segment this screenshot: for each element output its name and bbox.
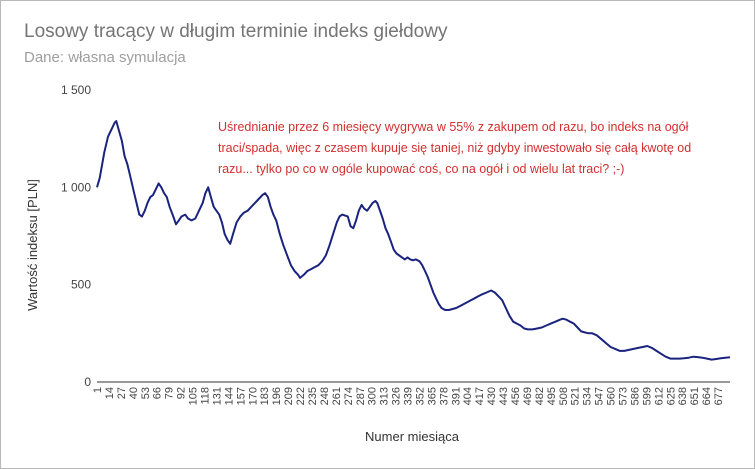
x-tick-label: 547 — [594, 387, 606, 405]
annotation-line: razu... tylko po co w ogóle kupować coś,… — [218, 162, 624, 176]
chart-subtitle: Dane: własna symulacja — [24, 49, 186, 66]
annotation-line: traci/spada, więc z czasem kupuje się ta… — [218, 141, 691, 155]
y-axis-title: Wartość indeksu [PLN] — [25, 179, 40, 311]
x-tick-label: 378 — [438, 387, 450, 405]
y-axis-ticks: 0 500 1 000 1 500 — [61, 83, 91, 389]
y-tick-label: 1 500 — [61, 83, 91, 97]
x-tick-label: 534 — [582, 387, 594, 405]
series-line — [96, 120, 731, 361]
x-tick-label: 573 — [618, 387, 630, 405]
x-tick-label: 495 — [546, 387, 558, 405]
x-tick-label: 560 — [606, 387, 618, 405]
y-tick-label: 0 — [84, 375, 91, 389]
x-tick-label: 27 — [116, 387, 128, 399]
x-tick-label: 417 — [474, 387, 486, 405]
x-tick-label: 196 — [271, 387, 283, 405]
x-tick-label: 456 — [510, 387, 522, 405]
annotation-line: Uśrednianie przez 6 miesięcy wygrywa w 5… — [218, 120, 689, 134]
x-tick-label: 638 — [677, 387, 689, 405]
x-tick-label: 300 — [367, 387, 379, 405]
x-tick-label: 352 — [414, 387, 426, 405]
x-tick-label: 170 — [247, 387, 259, 405]
x-tick-label: 612 — [653, 387, 665, 405]
x-tick-label: 40 — [128, 387, 140, 399]
x-tick-label: 391 — [450, 387, 462, 405]
x-tick-label: 482 — [534, 387, 546, 405]
x-tick-label: 183 — [259, 387, 271, 405]
x-tick-label: 326 — [391, 387, 403, 405]
x-tick-label: 365 — [426, 387, 438, 405]
x-tick-label: 118 — [199, 387, 211, 405]
x-tick-label: 235 — [307, 387, 319, 405]
x-tick-label: 599 — [641, 387, 653, 405]
x-tick-label: 144 — [223, 387, 235, 405]
x-tick-label: 469 — [522, 387, 534, 405]
x-tick-label: 222 — [295, 387, 307, 405]
x-tick-label: 274 — [343, 387, 355, 405]
x-tick-label: 261 — [331, 387, 343, 405]
x-axis-title: Numer miesiąca — [365, 429, 460, 444]
x-tick-label: 651 — [689, 387, 701, 405]
x-tick-label: 287 — [355, 387, 367, 405]
y-tick-label: 500 — [71, 278, 91, 292]
x-axis-ticks: 1 14 27 40 53 66 79 92 105 118 131 144 157 170 183 196 2… — [92, 387, 725, 405]
x-tick-label: 430 — [486, 387, 498, 405]
x-tick-label: 313 — [379, 387, 391, 405]
annotation-text: Uśrednianie przez 6 miesięcy wygrywa w 5… — [218, 120, 691, 176]
y-tick-label: 1 000 — [61, 180, 91, 194]
x-tick-label: 508 — [558, 387, 570, 405]
chart-title: Losowy tracący w długim terminie indeks … — [24, 21, 448, 42]
x-tick-label: 105 — [188, 387, 200, 405]
x-tick-label: 14 — [104, 387, 116, 399]
x-tick-label: 677 — [713, 387, 725, 405]
x-tick-label: 248 — [319, 387, 331, 405]
x-tick-label: 209 — [283, 387, 295, 405]
x-tick-label: 1 — [92, 387, 104, 393]
x-tick-label: 586 — [629, 387, 641, 405]
x-tick-label: 79 — [164, 387, 176, 399]
x-tick-label: 92 — [176, 387, 188, 399]
x-tick-label: 339 — [403, 387, 415, 405]
x-tick-label: 664 — [701, 387, 713, 405]
x-tick-label: 157 — [235, 387, 247, 405]
x-tick-label: 404 — [462, 387, 474, 405]
x-tick-label: 66 — [152, 387, 164, 399]
x-tick-label: 443 — [498, 387, 510, 405]
x-tick-label: 625 — [665, 387, 677, 405]
x-tick-label: 53 — [140, 387, 152, 399]
x-tick-label: 131 — [211, 387, 223, 405]
x-tick-label: 521 — [570, 387, 582, 405]
